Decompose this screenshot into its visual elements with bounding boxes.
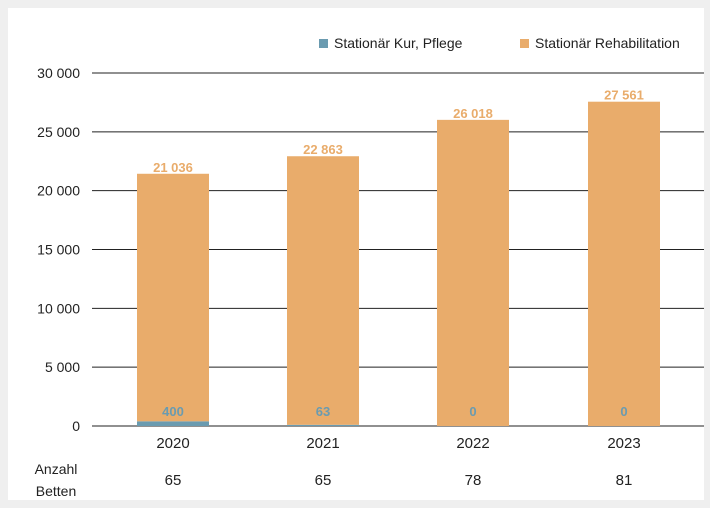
data-label-kur-pflege-2020: 400 — [162, 404, 184, 419]
legend-label-rehabilitation: Stationär Rehabilitation — [535, 35, 680, 51]
x-tick-label-2020: 2020 — [156, 435, 189, 452]
x-tick-label-2021: 2021 — [306, 435, 339, 452]
y-tick-label-5000: 5 000 — [45, 359, 80, 375]
data-label-kur-pflege-2022: 0 — [469, 404, 476, 419]
legend-swatch-rehabilitation — [520, 39, 529, 48]
data-label-rehabilitation-2021: 22 863 — [303, 142, 343, 157]
data-label-kur-pflege-2021: 63 — [316, 404, 330, 419]
bar-rehabilitation-2022 — [437, 119, 509, 427]
y-tick-label-20000: 20 000 — [37, 183, 80, 199]
y-axis-tick-labels: 0 5 000 10 000 15 000 20 000 25 000 30 000 — [37, 65, 80, 434]
x-tick-label-2023: 2023 — [607, 435, 640, 452]
legend: Stationär Kur, Pflege Stationär Rehabili… — [319, 35, 680, 51]
bars — [137, 101, 660, 427]
legend-swatch-kur-pflege — [319, 39, 328, 48]
footer-row: Anzahl Betten 65 65 78 81 — [35, 461, 633, 499]
y-tick-label-30000: 30 000 — [37, 65, 80, 81]
y-tick-label-25000: 25 000 — [37, 124, 80, 140]
footer-row-values: 65 65 78 81 — [165, 472, 633, 489]
footer-value-2022: 78 — [465, 472, 482, 489]
footer-value-2021: 65 — [315, 472, 332, 489]
bar-rehabilitation-2020 — [137, 173, 209, 422]
y-tick-label-10000: 10 000 — [37, 300, 80, 316]
data-label-kur-pflege-2023: 0 — [620, 404, 627, 419]
legend-label-kur-pflege: Stationär Kur, Pflege — [334, 35, 463, 51]
data-label-rehabilitation-2022: 26 018 — [453, 106, 493, 121]
footer-value-2020: 65 — [165, 472, 182, 489]
data-labels: 21 036 400 22 863 63 26 018 0 27 561 0 — [153, 88, 644, 419]
data-label-rehabilitation-2023: 27 561 — [604, 88, 644, 103]
footer-value-2023: 81 — [616, 472, 633, 489]
bar-kur-pflege-2021 — [287, 424, 359, 426]
bar-rehabilitation-2021 — [287, 156, 359, 425]
data-label-rehabilitation-2020: 21 036 — [153, 160, 193, 175]
bar-rehabilitation-2023 — [588, 101, 660, 426]
x-axis-tick-labels: 2020 2021 2022 2023 — [156, 435, 640, 452]
y-tick-label-0: 0 — [72, 418, 80, 434]
footer-row-label-line1: Anzahl — [35, 461, 78, 477]
y-tick-label-15000: 15 000 — [37, 242, 80, 258]
footer-row-label-line2: Betten — [36, 483, 76, 499]
bar-kur-pflege-2020 — [137, 421, 209, 426]
x-tick-label-2022: 2022 — [456, 435, 489, 452]
